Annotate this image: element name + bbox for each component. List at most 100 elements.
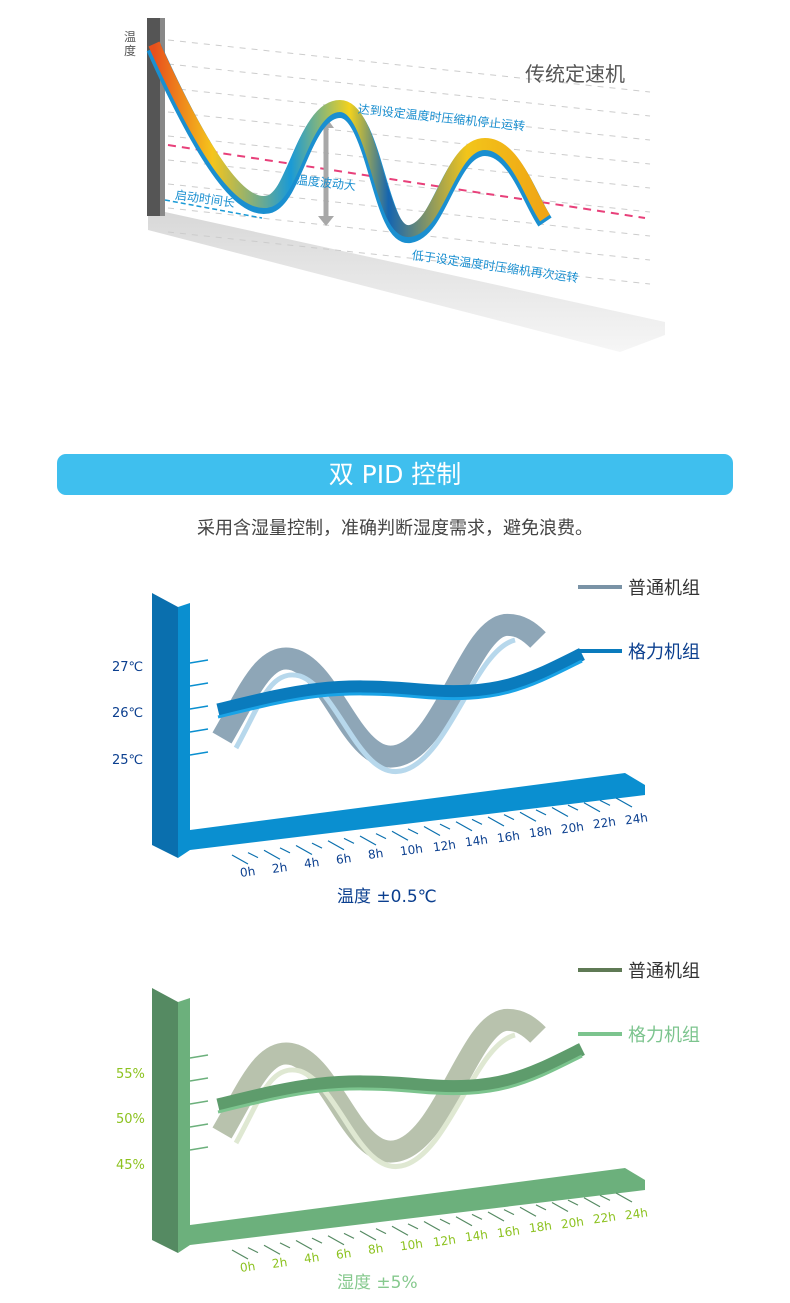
x-tick-label: 16h (495, 828, 521, 846)
x-tick (551, 1201, 569, 1213)
y-tick-label: 25℃ (112, 753, 144, 768)
gridline (167, 135, 651, 189)
y-tick (189, 1100, 209, 1105)
x-tick-label: 4h (303, 1250, 321, 1267)
section-banner: 双 PID 控制 (57, 454, 733, 495)
x-tick (327, 1235, 345, 1246)
x-tick (375, 833, 387, 840)
x-tick (359, 1230, 377, 1241)
legend-hum-normal: 普通机组 (578, 957, 700, 983)
x-tick-label: 4h (303, 855, 321, 872)
x-tick-label: 6h (335, 850, 353, 867)
y-tick-label: 50% (116, 1112, 145, 1127)
x-tick-label: 16h (495, 1223, 521, 1241)
y-tick (189, 1123, 209, 1128)
gree-unit-wave-edge (217, 1054, 583, 1114)
subtitle: 采用含湿量控制，准确判断湿度需求，避免浪费。 (197, 518, 593, 539)
start-arrow (164, 199, 263, 219)
setpoint-line (167, 144, 646, 219)
x-tick (375, 1228, 387, 1235)
legend-label: 普通机组 (628, 961, 700, 982)
legend-swatch (578, 649, 622, 653)
y-axis-bar (152, 593, 178, 858)
x-tick-label: 2h (271, 1254, 289, 1271)
x-tick (343, 1232, 355, 1239)
x-tick-label: 12h (431, 836, 457, 855)
x-tick (423, 825, 441, 837)
gridline (167, 159, 651, 213)
legend-swatch (578, 968, 622, 972)
x-tick (279, 847, 291, 854)
y-tick (189, 659, 209, 664)
x-tick (263, 1244, 281, 1255)
traditional-chart (146, 18, 665, 352)
x-tick (519, 811, 537, 822)
normal-unit-wave (212, 1008, 546, 1163)
x-tick (391, 1225, 409, 1236)
x-tick-label: 6h (335, 1245, 353, 1262)
x-tick-label: 2h (271, 859, 289, 876)
y-axis-bar-side (178, 998, 190, 1253)
legend-label: 格力机组 (628, 642, 700, 663)
gridline (167, 87, 651, 141)
y-tick (189, 1077, 209, 1082)
x-tick (279, 1242, 291, 1249)
normal-unit-wave (212, 613, 546, 768)
x-tick (535, 1204, 547, 1211)
x-tick (487, 1211, 505, 1222)
y-axis-label: 温度 (124, 30, 137, 58)
section-title: 传统定速机 (525, 62, 625, 86)
y-tick-label: 45% (116, 1158, 145, 1173)
chart-chart_hum (152, 988, 645, 1260)
x-tick (535, 809, 547, 816)
gree-unit-wave-edge (217, 659, 583, 719)
x-tick (391, 830, 409, 841)
x-tick (487, 816, 505, 827)
x-tick-label: 8h (367, 846, 385, 863)
x-tick (567, 1199, 579, 1206)
y-tick (189, 1146, 209, 1151)
y-tick (189, 705, 209, 710)
x-tick (231, 1249, 249, 1260)
x-tick (583, 1197, 601, 1208)
legend-label: 普通机组 (628, 578, 700, 599)
x-tick (343, 837, 355, 844)
x-tick (247, 1247, 259, 1254)
x-tick (455, 821, 473, 832)
x-tick (599, 1194, 611, 1201)
floor (148, 212, 665, 352)
x-tick (263, 849, 281, 860)
legend-swatch (578, 585, 622, 589)
x-tick (567, 804, 579, 811)
legend-swatch (578, 1032, 622, 1036)
x-axis-bar (190, 1168, 645, 1245)
x-tick (471, 1213, 483, 1220)
chart-chart_temp (152, 593, 645, 865)
y-axis-bar (152, 988, 178, 1253)
x-tick (231, 854, 249, 865)
x-tick (503, 1209, 515, 1216)
x-tick (455, 1216, 473, 1227)
x-tick (423, 1220, 441, 1232)
x-tick (615, 797, 633, 808)
gree-unit-wave (216, 648, 585, 717)
legend-label: 格力机组 (628, 1025, 700, 1046)
y-axis-bar-side (178, 603, 190, 858)
x-tick (407, 828, 419, 835)
y-tick (189, 728, 209, 733)
gridline (167, 231, 651, 285)
x-tick (407, 1223, 419, 1230)
gridline (167, 183, 651, 237)
legend-hum-gree: 格力机组 (578, 1021, 700, 1047)
chart-caption: 温度 ±0.5℃ (337, 887, 437, 907)
x-axis-bar (190, 773, 645, 850)
gridline (167, 39, 651, 93)
x-tick (247, 852, 259, 859)
x-tick (599, 799, 611, 806)
gridline (167, 111, 651, 165)
x-tick-label: 0h (239, 1259, 257, 1275)
x-tick-label: 8h (367, 1241, 385, 1258)
x-tick (311, 1237, 323, 1244)
gree-unit-wave (216, 1043, 585, 1112)
